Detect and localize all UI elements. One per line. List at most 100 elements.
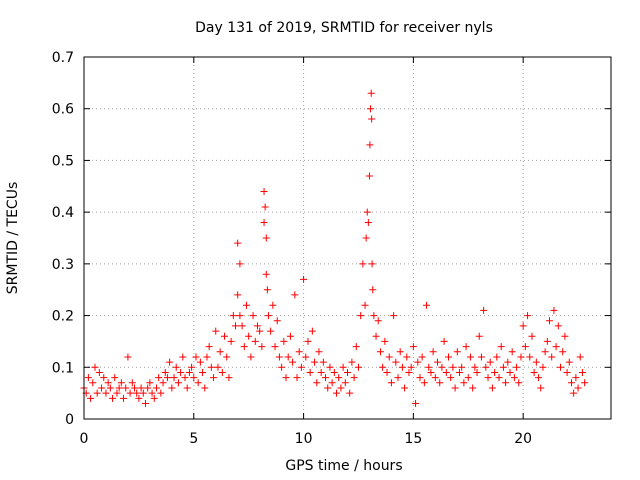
data-point [372,332,380,340]
data-point [262,234,270,242]
data-point [567,379,575,387]
data-point [535,374,543,382]
data-point [510,374,518,382]
data-point [221,332,229,340]
data-point [179,353,187,361]
data-point [278,363,286,371]
data-point [429,348,437,356]
y-tick-label: 0.3 [52,257,74,273]
chart-title: Day 131 of 2019, SRMTID for receiver nyl… [195,20,493,36]
data-point [319,358,327,366]
data-point [423,301,431,309]
data-point [322,374,330,382]
data-point [286,332,294,340]
data-point [543,337,551,345]
data-point [236,260,244,268]
data-point [491,368,499,376]
data-point [438,363,446,371]
data-point [183,384,191,392]
data-point [185,368,193,376]
data-point [106,384,114,392]
data-point [263,286,271,294]
data-point [539,363,547,371]
data-point [561,332,569,340]
data-point [385,353,393,361]
data-point [295,348,303,356]
data-point [550,306,558,314]
data-point [258,343,266,351]
y-tick-label: 0.7 [52,50,74,66]
plot-frame [83,56,612,420]
scatter-series [80,89,589,407]
data-point [581,379,589,387]
data-point [420,379,428,387]
data-point [188,363,196,371]
data-point [445,353,453,361]
data-point [409,343,417,351]
data-point [146,379,154,387]
data-point [137,384,145,392]
data-point [434,358,442,366]
data-point [462,343,470,351]
x-axis-label: GPS time / hours [285,458,402,474]
data-point [253,322,261,330]
data-point [201,384,209,392]
data-point [98,384,106,392]
axis-ticks: 0 0.1 0.2 0.3 0.4 0.5 0.6 0.7 0 5 10 15 20 [52,50,611,447]
data-point [563,368,571,376]
data-point [576,353,584,361]
data-point [240,343,248,351]
data-point [102,389,110,397]
data-point [359,260,367,268]
data-point [203,353,211,361]
data-point [370,312,378,320]
data-point [170,374,178,382]
data-point [122,384,130,392]
data-point [308,327,316,335]
data-point [326,363,334,371]
data-point [365,172,373,180]
data-point [238,322,246,330]
data-point [150,394,158,402]
data-point [115,384,123,392]
data-point [440,337,448,345]
data-point [311,358,319,366]
data-point [447,374,455,382]
data-point [524,312,532,320]
data-point [493,353,501,361]
data-point [526,353,534,361]
data-point [497,343,505,351]
data-point [218,368,226,376]
data-point [578,368,586,376]
data-point [475,332,483,340]
data-point [381,337,389,345]
data-point [104,379,112,387]
data-point [166,358,174,366]
data-point [297,363,305,371]
x-tick-label: 5 [189,431,198,447]
data-point [368,260,376,268]
data-point [207,363,215,371]
data-point [157,389,165,397]
data-point [453,348,461,356]
data-point [552,343,560,351]
data-point [262,270,270,278]
data-point [315,348,323,356]
data-point [293,374,301,382]
data-point [304,337,312,345]
data-point [346,389,354,397]
data-point [392,358,400,366]
data-point [488,384,496,392]
data-point [144,384,152,392]
data-point [398,363,406,371]
data-point [374,317,382,325]
data-point [572,374,580,382]
data-point [499,363,507,371]
data-point [313,379,321,387]
data-point [554,322,562,330]
data-point [362,234,370,242]
data-point [376,348,384,356]
data-point [341,379,349,387]
data-point [394,374,402,382]
